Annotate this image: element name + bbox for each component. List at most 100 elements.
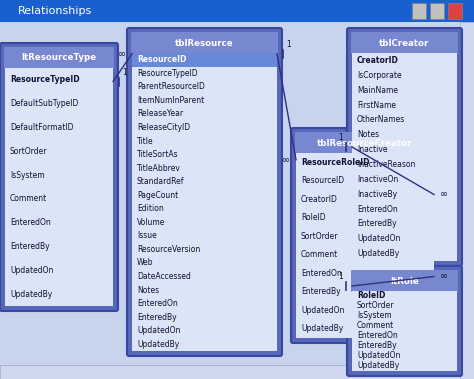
Text: 1: 1 bbox=[338, 133, 343, 142]
Text: ∞: ∞ bbox=[440, 190, 448, 199]
Text: Comment: Comment bbox=[301, 250, 338, 259]
Text: UpdatedBy: UpdatedBy bbox=[301, 324, 343, 333]
Text: UpdatedOn: UpdatedOn bbox=[10, 266, 54, 275]
Text: Title: Title bbox=[137, 136, 154, 146]
Text: StandardRef: StandardRef bbox=[137, 177, 184, 186]
Text: InactiveBy: InactiveBy bbox=[357, 190, 397, 199]
Text: ReleaseCityID: ReleaseCityID bbox=[137, 123, 190, 132]
Text: EnteredOn: EnteredOn bbox=[10, 218, 51, 227]
Bar bbox=[132, 53, 277, 67]
Text: MainName: MainName bbox=[357, 86, 398, 95]
FancyBboxPatch shape bbox=[0, 43, 118, 311]
FancyBboxPatch shape bbox=[127, 28, 282, 356]
Text: ResourceID: ResourceID bbox=[137, 55, 186, 64]
FancyBboxPatch shape bbox=[347, 266, 462, 376]
Text: CreatorID: CreatorID bbox=[301, 195, 338, 204]
Text: DateAccessed: DateAccessed bbox=[137, 272, 191, 281]
Text: InactiveOn: InactiveOn bbox=[357, 175, 398, 184]
Text: Inactive: Inactive bbox=[357, 145, 388, 154]
Bar bbox=[352, 53, 457, 261]
Bar bbox=[0, 365, 460, 379]
Text: UpdatedBy: UpdatedBy bbox=[357, 249, 399, 258]
Text: FirstName: FirstName bbox=[357, 100, 396, 110]
Text: 1: 1 bbox=[338, 272, 343, 281]
Bar bbox=[132, 53, 277, 351]
Text: ∞: ∞ bbox=[118, 49, 126, 59]
Text: EnteredBy: EnteredBy bbox=[137, 313, 177, 322]
Text: RoleID: RoleID bbox=[357, 291, 385, 301]
Text: ResourceTypeID: ResourceTypeID bbox=[10, 75, 80, 85]
FancyBboxPatch shape bbox=[351, 270, 458, 292]
Text: ltResourceType: ltResourceType bbox=[21, 53, 97, 63]
Text: UpdatedBy: UpdatedBy bbox=[10, 290, 52, 299]
Text: IsCorporate: IsCorporate bbox=[357, 71, 401, 80]
Text: tblResourceCreator: tblResourceCreator bbox=[317, 138, 413, 147]
Text: IsSystem: IsSystem bbox=[357, 312, 392, 321]
FancyBboxPatch shape bbox=[291, 128, 439, 343]
Text: UpdatedOn: UpdatedOn bbox=[301, 306, 345, 315]
Text: TitleAbbrev: TitleAbbrev bbox=[137, 164, 181, 173]
Text: UpdatedOn: UpdatedOn bbox=[357, 351, 401, 360]
Text: EnteredOn: EnteredOn bbox=[301, 269, 342, 278]
Bar bbox=[448, 3, 462, 19]
Text: Notes: Notes bbox=[357, 130, 379, 139]
FancyBboxPatch shape bbox=[295, 132, 435, 154]
Bar bbox=[412, 3, 426, 19]
Text: Issue: Issue bbox=[137, 231, 157, 240]
Bar bbox=[296, 153, 434, 338]
Text: EnteredBy: EnteredBy bbox=[357, 341, 397, 351]
Text: IsSystem: IsSystem bbox=[10, 171, 45, 180]
Text: 1: 1 bbox=[122, 67, 127, 77]
Text: OtherNames: OtherNames bbox=[357, 115, 405, 124]
Text: EnteredOn: EnteredOn bbox=[357, 332, 398, 340]
Text: CreatorID: CreatorID bbox=[357, 56, 399, 65]
Text: UpdatedBy: UpdatedBy bbox=[357, 362, 399, 371]
Text: SortOrder: SortOrder bbox=[357, 302, 394, 310]
Text: PageCount: PageCount bbox=[137, 191, 178, 200]
Text: Relationships: Relationships bbox=[18, 6, 92, 16]
Text: DefaultSubTypeID: DefaultSubTypeID bbox=[10, 99, 78, 108]
Text: ReleaseYear: ReleaseYear bbox=[137, 110, 183, 119]
Text: ResourceTypeID: ResourceTypeID bbox=[137, 69, 198, 78]
Text: RoleID: RoleID bbox=[301, 213, 326, 222]
Text: ResourceVersion: ResourceVersion bbox=[137, 245, 200, 254]
Bar bbox=[0, 0, 474, 22]
Text: DefaultFormatID: DefaultFormatID bbox=[10, 123, 73, 132]
Text: Volume: Volume bbox=[137, 218, 165, 227]
Text: Comment: Comment bbox=[10, 194, 47, 204]
FancyBboxPatch shape bbox=[131, 32, 278, 54]
Text: ltRole: ltRole bbox=[390, 277, 419, 285]
Text: Web: Web bbox=[137, 258, 154, 268]
FancyBboxPatch shape bbox=[347, 28, 462, 266]
Text: SortOrder: SortOrder bbox=[301, 232, 338, 241]
Text: 1: 1 bbox=[286, 40, 291, 49]
FancyBboxPatch shape bbox=[351, 32, 458, 54]
Text: ItemNumInParent: ItemNumInParent bbox=[137, 96, 204, 105]
Text: tblResource: tblResource bbox=[175, 39, 234, 47]
Text: ResourceRoleID: ResourceRoleID bbox=[301, 158, 370, 167]
Text: TitleSortAs: TitleSortAs bbox=[137, 150, 179, 159]
Bar bbox=[5, 68, 113, 306]
Text: SortOrder: SortOrder bbox=[10, 147, 47, 156]
FancyBboxPatch shape bbox=[4, 47, 114, 69]
Text: EnteredBy: EnteredBy bbox=[301, 287, 341, 296]
Text: EnteredOn: EnteredOn bbox=[137, 299, 178, 308]
Text: ParentResourceID: ParentResourceID bbox=[137, 82, 205, 91]
Text: UpdatedOn: UpdatedOn bbox=[357, 234, 401, 243]
Text: EnteredOn: EnteredOn bbox=[357, 205, 398, 213]
Text: ResourceID: ResourceID bbox=[301, 176, 344, 185]
Bar bbox=[430, 3, 444, 19]
Text: EnteredBy: EnteredBy bbox=[10, 242, 50, 251]
Text: EnteredBy: EnteredBy bbox=[357, 219, 397, 229]
Bar bbox=[460, 22, 474, 379]
Text: Edition: Edition bbox=[137, 204, 164, 213]
Text: UpdatedBy: UpdatedBy bbox=[137, 340, 179, 349]
Text: ∞: ∞ bbox=[282, 155, 290, 164]
Text: Notes: Notes bbox=[137, 285, 159, 294]
Text: tblCreator: tblCreator bbox=[379, 39, 430, 47]
Bar bbox=[352, 291, 457, 371]
Text: Comment: Comment bbox=[357, 321, 394, 330]
Text: UpdatedOn: UpdatedOn bbox=[137, 326, 181, 335]
Text: InactiveReason: InactiveReason bbox=[357, 160, 415, 169]
Text: ∞: ∞ bbox=[440, 271, 448, 282]
